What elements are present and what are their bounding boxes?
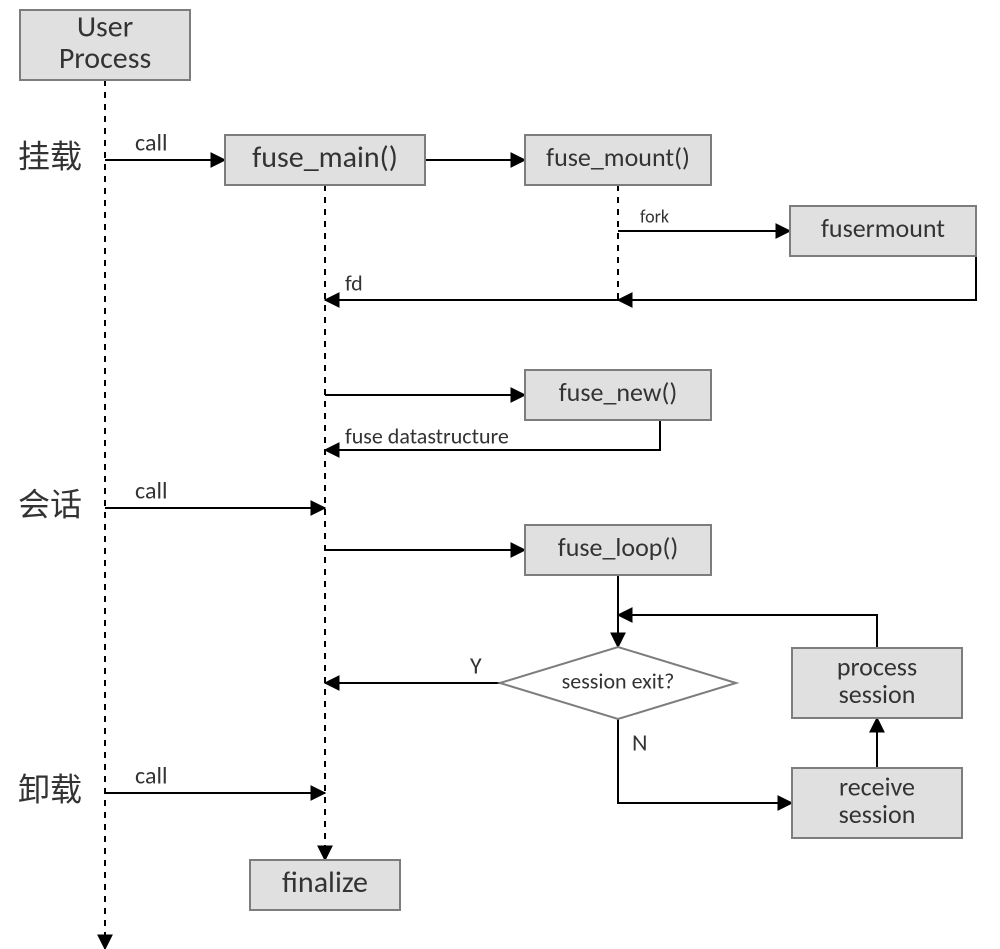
phase-label: 会话: [18, 486, 82, 525]
finalize-label: finalize: [282, 864, 368, 901]
flow-diagram: call fork fd fuse datastructure call Y Ncall 挂载…: [0, 0, 1000, 949]
edge-label: N: [632, 729, 648, 758]
edge: [618, 615, 877, 648]
fusermount-label: fusermount: [821, 212, 945, 244]
process_sess-label-1: session: [839, 678, 916, 710]
edge-label: fork: [640, 205, 669, 227]
edge: [618, 256, 976, 300]
edge-label: fd: [345, 269, 363, 296]
edge-label: fuse datastructure: [345, 422, 509, 449]
phase-label: 挂载: [18, 138, 82, 177]
receive_sess-label-1: session: [839, 798, 916, 830]
session_exit-label: session exit?: [562, 667, 675, 694]
fuse_main-label: fuse_main(): [252, 139, 398, 176]
edge-label: Y: [470, 652, 482, 681]
edge-label: call: [135, 762, 167, 791]
edge-label: call: [135, 129, 167, 158]
fuse_loop-label: fuse_loop(): [558, 531, 678, 563]
fuse_mount-label: fuse_mount(): [546, 141, 690, 173]
user_process-label-1: Process: [59, 40, 151, 77]
edge-label: call: [135, 477, 167, 506]
phase-label: 卸载: [18, 771, 82, 810]
fuse_new-label: fuse_new(): [559, 376, 677, 408]
